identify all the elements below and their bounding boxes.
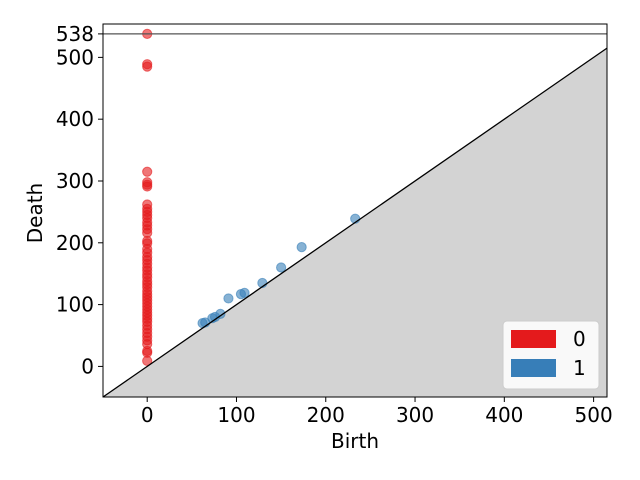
series-0-point	[142, 355, 153, 366]
series-1-point	[296, 242, 307, 253]
x-tick-label: 500	[575, 403, 613, 427]
series-1-point	[215, 308, 226, 319]
y-tick-label: 200	[56, 231, 94, 255]
series-1-point	[239, 287, 250, 298]
diagonal-line	[102, 47, 608, 398]
y-tick-label: 300	[56, 169, 94, 193]
y-tick-label: 538	[56, 22, 94, 46]
x-axis-label: Birth	[331, 429, 379, 453]
series-0-point	[142, 181, 153, 192]
series-0-point	[142, 166, 153, 177]
y-tick-label: 0	[81, 354, 94, 378]
y-tick-label: 100	[56, 293, 94, 317]
x-tick-label: 400	[485, 403, 523, 427]
y-tick-label: 500	[56, 45, 94, 69]
series-1-point	[223, 293, 234, 304]
series-0-point	[142, 61, 153, 72]
series-1-point	[276, 262, 287, 273]
x-tick-label: 100	[217, 403, 255, 427]
reference-lines	[102, 33, 608, 398]
legend-label-0: 0	[573, 327, 586, 351]
x-tick-label: 200	[307, 403, 345, 427]
y-tick-label: 400	[56, 107, 94, 131]
plot-frame	[102, 23, 608, 398]
y-axis-label: Death	[23, 183, 47, 243]
legend-label-1: 1	[573, 356, 586, 380]
legend-swatch-1	[511, 359, 556, 377]
x-tick-label: 0	[141, 403, 154, 427]
legend: 01	[502, 320, 600, 390]
data-points	[142, 28, 361, 366]
x-tick-label: 300	[396, 403, 434, 427]
legend-swatch-0	[511, 330, 556, 348]
